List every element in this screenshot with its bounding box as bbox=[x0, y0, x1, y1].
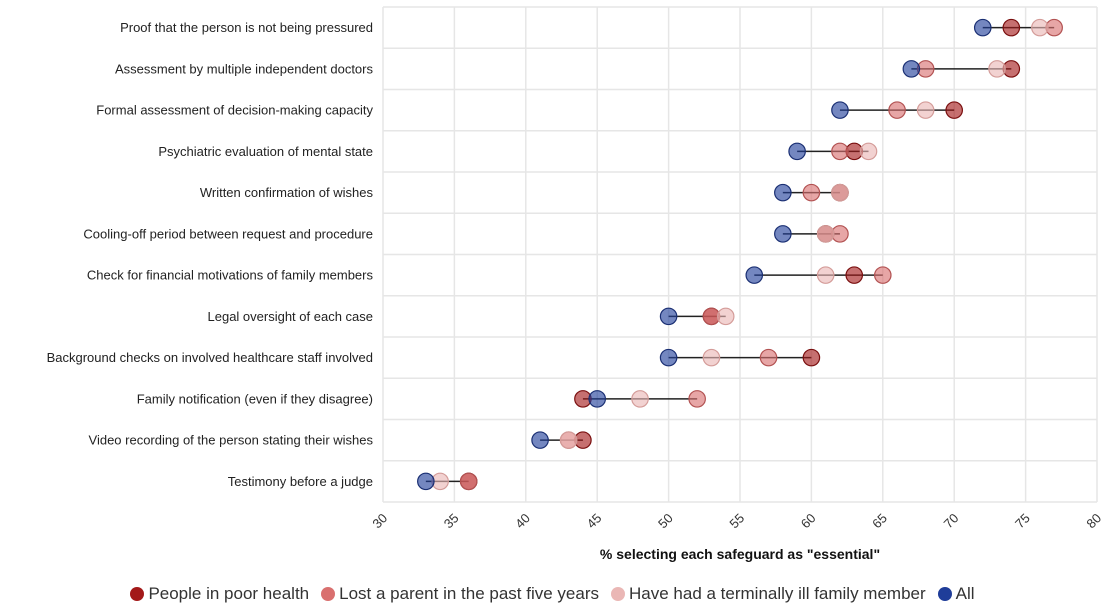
category-label: Formal assessment of decision-making cap… bbox=[96, 103, 373, 118]
data-point bbox=[788, 142, 806, 161]
x-tick-label: 65 bbox=[869, 510, 890, 531]
data-point bbox=[702, 348, 721, 367]
data-point bbox=[873, 266, 892, 284]
data-point bbox=[845, 266, 864, 284]
x-tick-label: 75 bbox=[1012, 510, 1033, 531]
legend-label: All bbox=[955, 583, 975, 603]
data-points bbox=[417, 18, 1063, 491]
category-label: Family notification (even if they disagr… bbox=[137, 391, 373, 406]
data-point bbox=[802, 183, 821, 202]
category-label: Assessment by multiple independent docto… bbox=[115, 61, 373, 76]
x-tick-label: 30 bbox=[369, 510, 390, 531]
category-label: Background checks on involved healthcare… bbox=[47, 350, 373, 365]
category-label: Testimony before a judge bbox=[228, 474, 373, 489]
category-label: Check for financial motivations of famil… bbox=[87, 268, 374, 283]
legend-swatch bbox=[937, 586, 952, 601]
data-point bbox=[559, 431, 578, 449]
legend-item: Have had a terminally ill family member bbox=[611, 584, 926, 604]
category-label: Video recording of the person stating th… bbox=[89, 433, 374, 448]
x-tick-label: 70 bbox=[941, 510, 962, 531]
data-point bbox=[831, 101, 849, 119]
category-label: Cooling-off period between request and p… bbox=[83, 226, 373, 241]
data-point bbox=[945, 101, 963, 119]
x-axis-title: % selecting each safeguard as "essential… bbox=[600, 546, 880, 562]
x-tick-label: 45 bbox=[584, 510, 605, 531]
data-point bbox=[973, 18, 992, 37]
data-point bbox=[816, 225, 835, 243]
x-tick-label: 50 bbox=[655, 510, 676, 531]
data-point bbox=[859, 142, 878, 161]
category-label: Written confirmation of wishes bbox=[200, 185, 374, 200]
dot-plot-svg: Proof that the person is not being press… bbox=[47, 6, 1104, 562]
data-point bbox=[774, 183, 792, 202]
data-point bbox=[816, 266, 835, 284]
legend-swatch bbox=[611, 586, 625, 601]
x-tick-label: 35 bbox=[441, 510, 462, 531]
data-point bbox=[902, 60, 921, 78]
data-point bbox=[774, 225, 792, 243]
data-point bbox=[888, 101, 906, 119]
x-axis-ticks: 30 35 40 45 50 55 60 65 70 75 80 bbox=[369, 510, 1104, 531]
legend-label: Have had a terminally ill family member bbox=[629, 583, 926, 603]
x-tick-label: 55 bbox=[726, 510, 747, 531]
category-label: Proof that the person is not being press… bbox=[120, 20, 373, 35]
category-label: Psychiatric evaluation of mental state bbox=[158, 144, 373, 159]
x-tick-label: 40 bbox=[512, 510, 533, 531]
data-point bbox=[716, 307, 735, 326]
data-point bbox=[831, 183, 849, 202]
gridlines bbox=[382, 6, 1098, 503]
legend-label: Lost a parent in the past five years bbox=[339, 583, 599, 603]
legend-item: All bbox=[937, 583, 975, 604]
data-point bbox=[531, 431, 549, 449]
data-point bbox=[659, 307, 678, 326]
data-point bbox=[631, 390, 649, 408]
data-point bbox=[459, 472, 478, 491]
x-tick-label: 60 bbox=[798, 510, 819, 531]
data-point bbox=[802, 348, 821, 367]
data-point bbox=[1031, 18, 1049, 37]
data-point bbox=[988, 60, 1006, 78]
legend-label: People in poor health bbox=[148, 583, 310, 603]
data-point bbox=[759, 348, 778, 367]
legend: People in poor health Lost a parent in th… bbox=[0, 580, 1105, 607]
data-point bbox=[417, 472, 435, 491]
legend-swatch bbox=[130, 586, 145, 601]
x-tick-label: 80 bbox=[1083, 510, 1104, 531]
legend-item: Lost a parent in the past five years bbox=[321, 584, 599, 604]
legend-swatch bbox=[321, 586, 336, 601]
data-point bbox=[745, 266, 764, 284]
data-point bbox=[831, 142, 849, 161]
data-point bbox=[688, 390, 706, 408]
data-point bbox=[659, 348, 678, 367]
category-label: Legal oversight of each case bbox=[208, 309, 374, 324]
category-labels: Proof that the person is not being press… bbox=[47, 20, 374, 489]
data-point bbox=[916, 101, 935, 119]
data-point bbox=[1002, 18, 1021, 37]
data-point bbox=[588, 390, 606, 408]
legend-item: People in poor health bbox=[130, 584, 309, 604]
